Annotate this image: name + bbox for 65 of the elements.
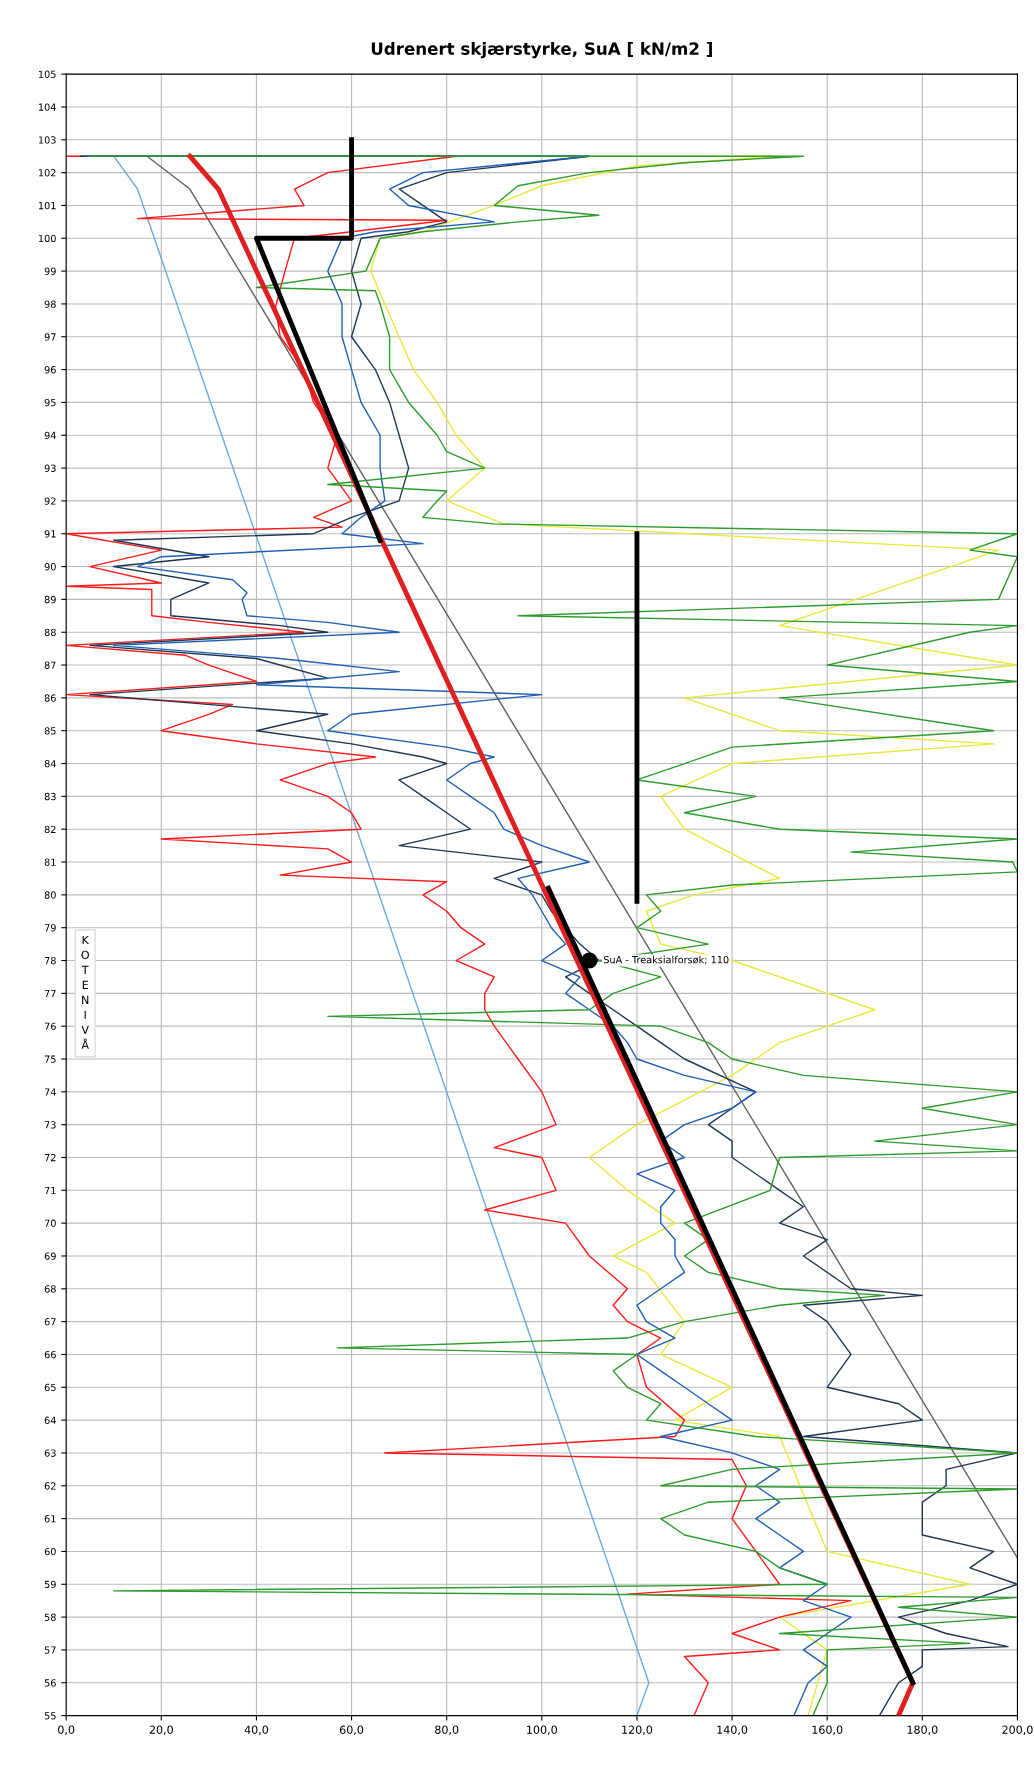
- y-axis-title: KOTENIVÅ: [81, 935, 90, 1049]
- y-tick-label: 80: [44, 891, 56, 899]
- x-tick-label: 40,0: [244, 1725, 269, 1736]
- x-tick-label: 60,0: [339, 1725, 364, 1736]
- y-tick-label: 90: [44, 563, 56, 571]
- y-tick-label: 72: [44, 1153, 56, 1162]
- y-tick-label: 58: [44, 1613, 56, 1621]
- y-tick-label: 63: [44, 1449, 56, 1457]
- x-tick-label: 120,0: [622, 1725, 653, 1736]
- y-tick-label: 64: [44, 1416, 56, 1424]
- annotation: SuA - Treaksialforsøk; 110: [603, 955, 729, 965]
- x-tick-label: 160,0: [812, 1725, 843, 1736]
- y-tick-label: 91: [44, 530, 56, 538]
- y-tick-label: 71: [44, 1186, 56, 1195]
- y-tick-label: 73: [44, 1121, 56, 1129]
- y-tick-label: 105: [38, 70, 56, 78]
- y-tick-label: 94: [44, 431, 56, 440]
- y-tick-label: 75: [44, 1055, 56, 1063]
- x-tick-label: 200,0: [1002, 1725, 1033, 1736]
- y-tick-label: 81: [44, 858, 56, 866]
- x-tick-label: 140,0: [717, 1725, 748, 1736]
- y-tick-label: 100: [38, 234, 56, 243]
- y-tick-label: 93: [44, 464, 56, 472]
- y-tick-label: 74: [44, 1088, 56, 1096]
- y-tick-label: 92: [44, 497, 56, 505]
- y-tick-label: 78: [44, 956, 56, 965]
- y-tick-label: 76: [44, 1022, 56, 1030]
- y-tick-label: 68: [44, 1285, 56, 1293]
- y-tick-label: 89: [44, 595, 56, 604]
- y-tick-label: 56: [44, 1679, 56, 1687]
- y-tick-label: 84: [44, 760, 56, 768]
- y-tick-label: 102: [38, 169, 56, 177]
- y-tick-label: 95: [44, 398, 56, 407]
- y-tick-label: 104: [38, 103, 56, 111]
- y-tick-label: 69: [44, 1252, 56, 1260]
- y-tick-label: 55: [44, 1712, 56, 1720]
- y-tick-label: 67: [44, 1318, 56, 1326]
- y-tick-label: 82: [44, 825, 56, 834]
- y-tick-label: 103: [38, 136, 56, 144]
- y-tick-label: 101: [38, 201, 56, 210]
- y-tick-label: 77: [44, 989, 56, 998]
- x-tick-label: 80,0: [435, 1725, 459, 1736]
- y-tick-label: 97: [44, 333, 56, 341]
- x-tick-label: 180,0: [907, 1725, 938, 1736]
- x-tick-label: 100,0: [527, 1725, 557, 1736]
- y-tick-label: 79: [44, 924, 56, 932]
- y-tick-label: 98: [44, 300, 56, 308]
- y-tick-label: 59: [44, 1580, 56, 1589]
- y-tick-label: 60: [44, 1547, 56, 1556]
- y-tick-label: 66: [44, 1350, 56, 1359]
- chart-title: Udrenert skjærstyrke, SuA [ kN/m2 ]: [371, 42, 712, 59]
- y-tick-label: 61: [44, 1515, 56, 1523]
- y-tick-label: 85: [44, 727, 56, 735]
- y-tick-label: 87: [44, 661, 56, 669]
- y-tick-label: 86: [44, 694, 56, 702]
- y-tick-label: 83: [44, 792, 56, 801]
- x-tick-label: 0,0: [58, 1725, 75, 1736]
- y-tick-label: 62: [44, 1482, 56, 1490]
- y-tick-label: 99: [44, 267, 56, 275]
- y-tick-label: 57: [44, 1646, 56, 1654]
- y-tick-label: 96: [44, 366, 56, 374]
- x-tick-label: 20,0: [149, 1725, 173, 1736]
- y-tick-label: 65: [44, 1383, 56, 1392]
- y-tick-label: 70: [44, 1219, 56, 1227]
- y-tick-label: 88: [44, 628, 56, 637]
